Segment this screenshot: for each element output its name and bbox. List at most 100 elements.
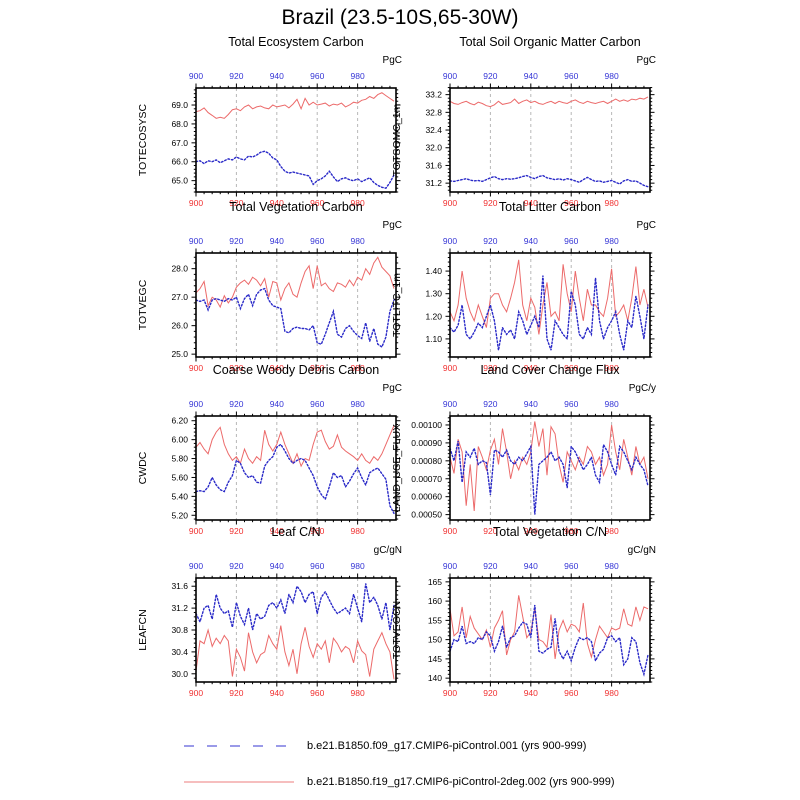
x-tick-label-top: 900 [189,399,203,409]
x-tick-label-top: 900 [443,561,457,571]
series-control-line [449,604,649,677]
y-tick-label: 26.0 [171,321,188,331]
y-axis-label: LAND_USE_FLUX [391,424,403,512]
x-tick-label-top: 960 [564,236,578,246]
y-tick-label: 66.0 [171,157,188,167]
series-control-line [195,583,395,631]
y-axis-label: CWDC [137,451,149,484]
y-tick-label: 27.0 [171,292,188,302]
chart-land-cover-change-flux: 900 900 920 920 940 940 960 960 980 980 0.00050 0.0… [384,360,684,538]
axis-ticks [445,411,655,525]
series-2deg-line [449,96,649,108]
x-tick-label-top: 920 [229,236,243,246]
chart-title: Total Soil Organic Matter Carbon [459,35,640,49]
y-tick-label: 1.30 [425,289,442,299]
plot-frame [449,252,651,358]
unit-label: PgC/y [629,383,656,394]
plot-svg: 900 900 920 920 940 940 960 960 980 980 31.2 31.6 32… [391,35,656,208]
x-tick-label-top: 940 [270,71,284,81]
plot-svg: 900 900 920 920 940 940 960 960 980 980 5.20 5.40 5.… [137,363,402,536]
x-tick-label-top: 900 [189,236,203,246]
legend-item-2deg: b.e21.B1850.f19_g17.CMIP6-piControl-2deg… [183,764,615,800]
x-tick-label-bottom: 920 [483,198,497,208]
plot-svg: 900 900 920 920 940 940 960 960 980 980 0.00050 0.0… [391,363,656,536]
page-title: Brazil (23.5-10S,65-30W) [281,6,519,29]
x-tick-label-bottom: 920 [229,198,243,208]
x-tick-label-bottom: 940 [524,526,538,536]
series-control-line [195,287,395,349]
x-tick-label-bottom: 940 [524,688,538,698]
series-control-line [449,440,649,515]
series-2deg-line [195,92,395,119]
y-axis-label: TOTSOMC_1m [391,103,403,176]
series-2deg-line [195,425,395,468]
chart-title: Land Cover Change Flux [481,363,621,377]
x-tick-label-bottom: 960 [564,526,578,536]
x-tick-label-bottom: 920 [483,688,497,698]
y-tick-label: 160 [428,596,442,606]
unit-label: gC/gN [374,545,402,556]
legend-label-2deg: b.e21.B1850.f19_g17.CMIP6-piControl-2deg… [307,776,615,788]
x-tick-label-bottom: 920 [229,363,243,373]
y-tick-label: 6.00 [171,435,188,445]
y-tick-label: 67.0 [171,138,188,148]
y-tick-label: 25.0 [171,349,188,359]
chart-title: Leaf C/N [271,525,320,539]
chart-title: Total Vegetation C/N [493,525,607,539]
y-tick-label: 150 [428,635,442,645]
series-control-line [449,275,649,351]
chart-title: Total Litter Carbon [499,200,601,214]
x-tick-label-bottom: 940 [270,688,284,698]
x-tick-label-bottom: 960 [310,688,324,698]
x-tick-label-top: 940 [270,236,284,246]
x-tick-label-top: 960 [310,399,324,409]
x-tick-label-bottom: 980 [351,363,365,373]
y-tick-label: 33.2 [425,90,442,100]
axis-ticks [191,411,401,525]
x-tick-label-bottom: 900 [189,688,203,698]
y-axis-label: TOTLITC_1m [391,273,403,337]
x-tick-label-top: 940 [524,561,538,571]
y-tick-label: 1.10 [425,334,442,344]
x-tick-label-top: 920 [229,399,243,409]
axis-ticks [191,248,401,362]
x-tick-label-bottom: 960 [564,363,578,373]
series-2deg-line [449,259,649,335]
x-tick-label-bottom: 940 [270,198,284,208]
x-tick-label-bottom: 960 [310,363,324,373]
x-tick-label-top: 920 [483,236,497,246]
y-tick-label: 145 [428,654,442,664]
y-tick-label: 30.0 [171,669,188,679]
x-tick-label-bottom: 920 [229,688,243,698]
y-tick-label: 5.20 [171,510,188,520]
x-tick-label-top: 960 [564,71,578,81]
x-tick-label-bottom: 980 [605,526,619,536]
series-2deg-line [449,421,649,512]
series-2deg-line [195,256,395,309]
series-control-line [195,443,395,515]
x-tick-label-top: 920 [483,71,497,81]
x-tick-label-bottom: 960 [310,526,324,536]
x-tick-label-bottom: 940 [270,526,284,536]
y-tick-label: 30.4 [171,647,188,657]
x-tick-label-top: 900 [189,71,203,81]
x-tick-label-top: 980 [605,236,619,246]
y-tick-label: 1.40 [425,266,442,276]
x-tick-label-bottom: 940 [524,198,538,208]
y-tick-label: 0.00050 [411,510,442,520]
y-tick-label: 5.60 [171,472,188,482]
legend-line-dashed-icon [184,745,294,747]
x-tick-label-top: 960 [310,561,324,571]
axis-ticks [191,573,401,687]
y-tick-label: 5.80 [171,454,188,464]
x-tick-label-top: 980 [351,71,365,81]
x-tick-label-top: 960 [564,399,578,409]
axis-ticks [191,83,401,197]
plot-svg: 900 900 920 920 940 940 960 960 980 980 30.0 30.4 30… [137,525,402,698]
y-tick-label: 6.20 [171,416,188,426]
axis-ticks [445,573,655,687]
x-tick-label-top: 980 [605,399,619,409]
chart-title: Total Vegetation Carbon [229,200,362,214]
y-axis-label: LEAFCN [137,609,149,650]
x-tick-label-bottom: 900 [443,363,457,373]
